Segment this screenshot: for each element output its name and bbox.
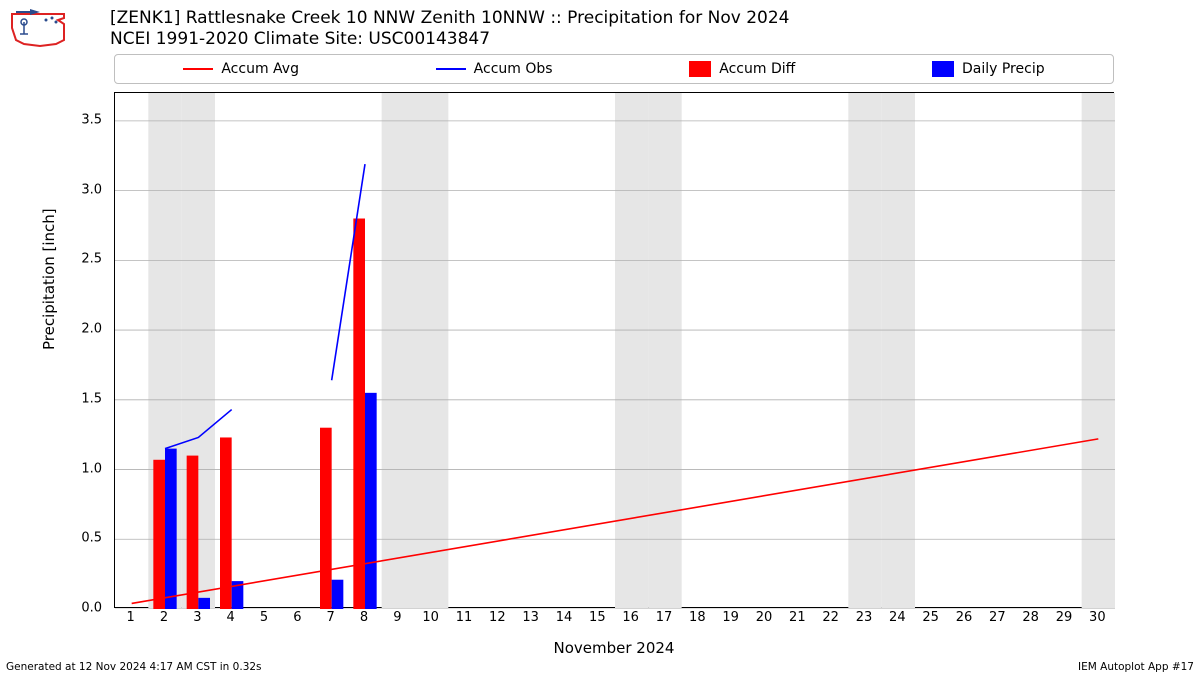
legend-accum-avg: Accum Avg <box>183 61 299 77</box>
x-tick-label: 6 <box>293 610 301 625</box>
x-tick-label: 25 <box>922 610 939 625</box>
x-tick-label: 16 <box>622 610 639 625</box>
x-tick-label: 1 <box>127 610 135 625</box>
x-tick-label: 29 <box>1056 610 1073 625</box>
x-tick-label: 19 <box>722 610 739 625</box>
x-tick-label: 20 <box>756 610 773 625</box>
legend-accum-obs: Accum Obs <box>436 61 553 77</box>
legend-label: Accum Diff <box>719 61 795 77</box>
legend-daily-precip: Daily Precip <box>932 61 1045 77</box>
y-tick-label: 0.5 <box>81 531 102 546</box>
y-tick-label: 1.0 <box>81 461 102 476</box>
legend-line-icon <box>436 68 466 70</box>
x-tick-label: 26 <box>956 610 973 625</box>
legend-line-icon <box>183 68 213 70</box>
x-axis-ticks: 1234567891011121314151617181920212223242… <box>114 610 1114 630</box>
x-tick-label: 11 <box>456 610 473 625</box>
x-axis-label: November 2024 <box>114 639 1114 657</box>
x-tick-label: 24 <box>889 610 906 625</box>
legend-label: Daily Precip <box>962 61 1045 77</box>
x-tick-label: 22 <box>822 610 839 625</box>
y-tick-label: 1.5 <box>81 391 102 406</box>
x-tick-label: 8 <box>360 610 368 625</box>
x-tick-label: 9 <box>393 610 401 625</box>
x-tick-label: 23 <box>856 610 873 625</box>
y-tick-label: 2.5 <box>81 252 102 267</box>
y-axis-ticks: 0.00.51.01.52.02.53.03.5 <box>0 92 110 608</box>
x-tick-label: 27 <box>989 610 1006 625</box>
x-tick-label: 3 <box>193 610 201 625</box>
footer-app: IEM Autoplot App #17 <box>1078 661 1194 673</box>
legend-label: Accum Obs <box>474 61 553 77</box>
title-line1: [ZENK1] Rattlesnake Creek 10 NNW Zenith … <box>110 8 789 29</box>
y-tick-label: 0.0 <box>81 601 102 616</box>
x-tick-label: 14 <box>556 610 573 625</box>
y-tick-label: 3.0 <box>81 182 102 197</box>
x-tick-label: 30 <box>1089 610 1106 625</box>
footer-generated: Generated at 12 Nov 2024 4:17 AM CST in … <box>6 661 262 673</box>
legend-label: Accum Avg <box>221 61 299 77</box>
x-tick-label: 10 <box>422 610 439 625</box>
x-tick-label: 15 <box>589 610 606 625</box>
y-tick-label: 2.0 <box>81 322 102 337</box>
iem-logo <box>6 6 70 48</box>
x-tick-label: 2 <box>160 610 168 625</box>
legend-swatch-icon <box>932 61 954 77</box>
x-tick-label: 12 <box>489 610 506 625</box>
x-tick-label: 17 <box>656 610 673 625</box>
x-tick-label: 7 <box>327 610 335 625</box>
x-tick-label: 5 <box>260 610 268 625</box>
legend-swatch-icon <box>689 61 711 77</box>
x-tick-label: 28 <box>1022 610 1039 625</box>
title-line2: NCEI 1991-2020 Climate Site: USC00143847 <box>110 29 789 50</box>
x-tick-label: 4 <box>227 610 235 625</box>
legend: Accum Avg Accum Obs Accum Diff Daily Pre… <box>114 54 1114 84</box>
x-tick-label: 18 <box>689 610 706 625</box>
x-tick-label: 21 <box>789 610 806 625</box>
plot-area <box>114 92 1114 608</box>
x-tick-label: 13 <box>522 610 539 625</box>
chart-title: [ZENK1] Rattlesnake Creek 10 NNW Zenith … <box>110 8 789 51</box>
y-tick-label: 3.5 <box>81 112 102 127</box>
legend-accum-diff: Accum Diff <box>689 61 795 77</box>
